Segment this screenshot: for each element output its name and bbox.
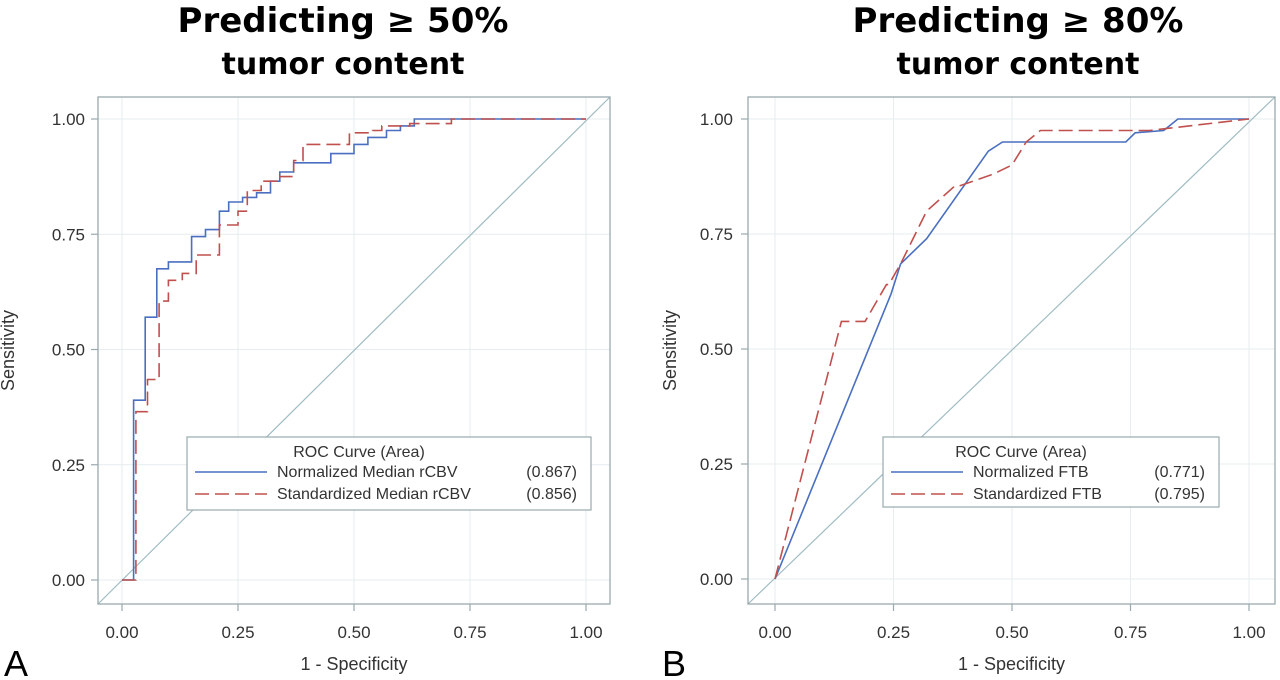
- y-axis-label: Sensitivity: [0, 310, 18, 391]
- x-tick-label: 0.00: [758, 623, 791, 642]
- y-axis-label: Sensitivity: [660, 310, 680, 391]
- y-tick-label: 0.25: [52, 456, 85, 475]
- legend-series-area: (0.771): [1154, 464, 1205, 481]
- y-tick-label: 0.50: [700, 340, 733, 359]
- y-tick-label: 1.00: [700, 110, 733, 129]
- roc-curve-standardized: [774, 118, 1250, 580]
- chart-panel-a: Predicting ≥ 50% tumor content 0.00 0.00 0.2…: [0, 1, 611, 680]
- reference-diagonal: [97, 96, 611, 605]
- x-tick-label: 0.75: [1114, 623, 1147, 642]
- y-tick-label: 0.50: [52, 341, 85, 360]
- x-tick-label: 0.25: [877, 623, 910, 642]
- reference-diagonal: [747, 96, 1276, 605]
- x-tick-label: 0.50: [337, 623, 370, 642]
- roc-curve-normalized: [122, 118, 586, 581]
- legend-series-area: (0.856): [526, 486, 577, 503]
- chart-title: Predicting ≥ 80%: [853, 1, 1184, 41]
- legend-series-name: Standardized Median rCBV: [277, 486, 471, 503]
- legend-title: ROC Curve (Area): [955, 444, 1087, 461]
- legend-series-name: Normalized Median rCBV: [277, 464, 458, 481]
- x-tick-label: 1.00: [569, 623, 602, 642]
- chart-subtitle: tumor content: [897, 47, 1140, 82]
- y-tick-label: 0.75: [52, 225, 85, 244]
- legend-title: ROC Curve (Area): [293, 444, 425, 461]
- legend-series-area: (0.795): [1154, 486, 1205, 503]
- chart-title: Predicting ≥ 50%: [178, 1, 509, 41]
- chart-subtitle: tumor content: [222, 47, 465, 82]
- y-tick-label: 0.75: [700, 225, 733, 244]
- legend-series-area: (0.867): [526, 464, 577, 481]
- legend-series-name: Standardized FTB: [973, 486, 1102, 503]
- x-tick-label: 0.50: [995, 623, 1028, 642]
- x-tick-label: 0.25: [221, 623, 254, 642]
- y-tick-label: 0.00: [700, 570, 733, 589]
- x-tick-label: 0.00: [105, 623, 138, 642]
- legend-box: [186, 436, 592, 511]
- x-tick-label: 0.75: [453, 623, 486, 642]
- y-tick-label: 0.00: [52, 571, 85, 590]
- panel-letter: A: [4, 643, 28, 680]
- roc-curve-standardized: [122, 118, 586, 581]
- chart-panel-b: Predicting ≥ 80% tumor content 0.00 0.00 0.2…: [660, 1, 1276, 680]
- x-axis-label: 1 - Specificity: [958, 654, 1065, 674]
- x-tick-label: 1.00: [1232, 623, 1265, 642]
- x-axis-label: 1 - Specificity: [300, 654, 407, 674]
- legend-series-name: Normalized FTB: [973, 464, 1089, 481]
- panel-letter: B: [662, 643, 686, 680]
- y-tick-label: 1.00: [52, 110, 85, 129]
- y-tick-label: 0.25: [700, 455, 733, 474]
